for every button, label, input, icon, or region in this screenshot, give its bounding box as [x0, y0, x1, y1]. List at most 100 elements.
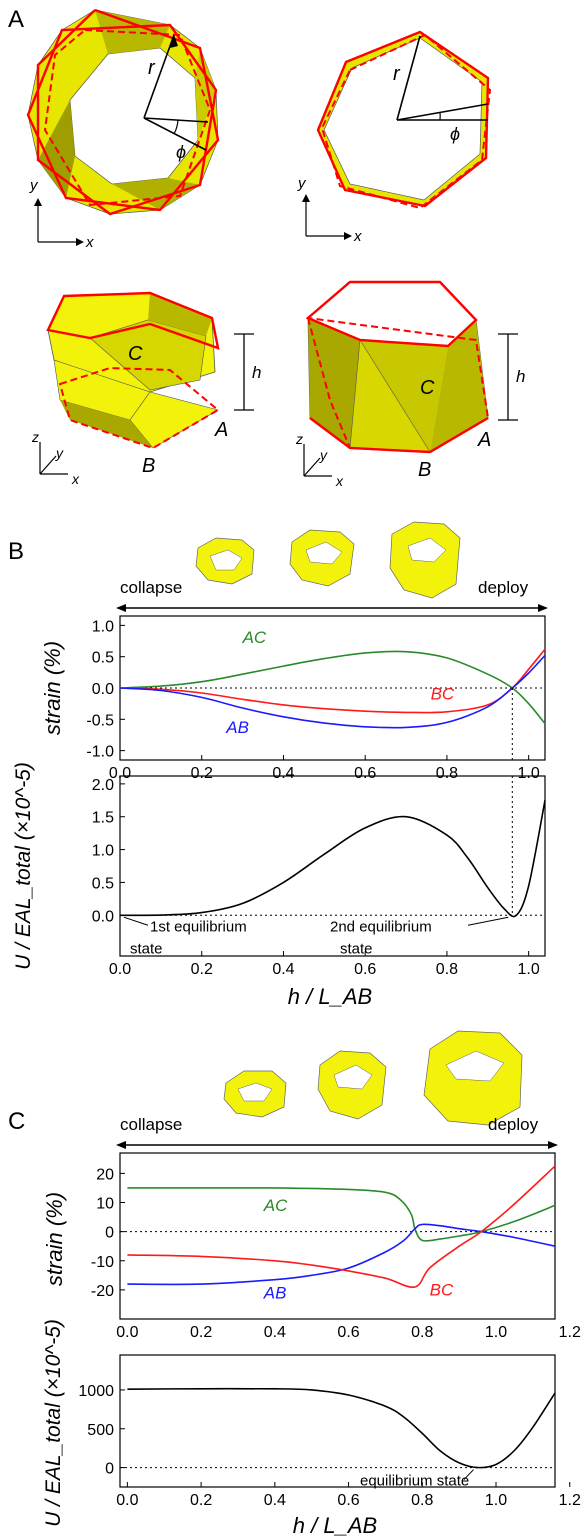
series-label-AC: AC	[263, 1196, 288, 1215]
vertex-c-label: C	[420, 377, 435, 399]
annotation-pointer	[123, 916, 149, 926]
vertex-b-label: B	[418, 459, 431, 481]
x-tick-label: 0.2	[191, 961, 213, 978]
x-tick-label: 0.8	[436, 765, 458, 782]
y-tick-label: 0.0	[92, 681, 114, 698]
x-tick-label: 1.0	[485, 1324, 507, 1341]
panel-b-letter: B	[8, 538, 25, 565]
axis-y-label: y	[319, 447, 328, 463]
x-tick-label: 1.2	[559, 1324, 581, 1341]
x-tick-label: 0.6	[337, 1324, 359, 1341]
prism-icon-collapsed	[223, 1070, 287, 1118]
x-tick-label: 0.4	[272, 765, 294, 782]
y-tick-label: 1.0	[92, 843, 114, 860]
collapse-label: collapse	[120, 578, 183, 597]
x-tick-label: 1.0	[518, 765, 540, 782]
radius-label: r	[148, 57, 156, 79]
x-tick-label: 0.8	[411, 1324, 433, 1341]
x-tick-label: 0.4	[264, 1324, 286, 1341]
series-line-AB	[127, 1223, 556, 1286]
prism-icon-collapsed	[195, 537, 255, 585]
series-label-AB: AB	[263, 1284, 287, 1303]
y-tick-label: 10	[96, 1196, 114, 1213]
annotation-pointer	[463, 1469, 474, 1480]
y-tick-label: 1.0	[92, 618, 114, 635]
axis-y-label: y	[55, 445, 64, 461]
y-tick-label: 1.5	[92, 810, 114, 827]
series-label-AB: AB	[225, 718, 249, 737]
panel-c-arrow	[116, 1141, 558, 1149]
annotation-pointer	[467, 916, 509, 926]
chart-b-strain: 1.0 0.5 0.0 -0.5 -1.0 0.0 0.2 0.4 0.6 0.8 1.0 strai…	[40, 615, 546, 782]
chart-c-energy: 1000 500 00.0 0.2 0.4 0.6 0.8 1.0 1.2 U / EAL_tot…	[42, 1319, 581, 1538]
x-tick-label: 0.8	[411, 1492, 433, 1509]
series-line-U	[119, 800, 546, 918]
radius-label: r	[393, 63, 401, 85]
x-tick-label: 1.2	[559, 1492, 581, 1509]
x-tick-label: 0.4	[272, 961, 294, 978]
plot-frame	[119, 1354, 556, 1488]
plot-frame	[119, 775, 546, 957]
deployed-hexagon-top-view: r ϕ y x	[297, 30, 492, 245]
y-axis-label: strain (%)	[40, 641, 65, 735]
y-axis-label: strain (%)	[42, 1192, 67, 1286]
x-tick-label: 0.2	[190, 1492, 212, 1509]
axis-x-label: x	[335, 473, 344, 489]
vertex-b-label: B	[142, 455, 155, 477]
x-tick-label: 0.0	[109, 765, 131, 782]
axis-y-label: y	[29, 177, 39, 194]
annotation-state: state	[130, 940, 163, 957]
x-axis-label: h / L_AB	[288, 984, 372, 1009]
annotation-equilibrium-state: equilibrium state	[360, 1473, 469, 1490]
height-label: h	[252, 363, 261, 382]
series-label-BC: BC	[431, 684, 455, 703]
panel-c-prism-icons	[223, 1030, 523, 1126]
x-tick-label: 0.0	[116, 1492, 138, 1509]
x-tick-label: 0.8	[436, 961, 458, 978]
y-axis-label-text: U / EAL_total (×10^-5)	[12, 762, 35, 970]
axis-x-label: x	[353, 228, 362, 245]
y-tick-label: 2.0	[92, 777, 114, 794]
y-tick-label: -0.5	[86, 712, 114, 729]
panel-b-prism-icons	[195, 521, 461, 599]
x-tick-label: 0.2	[190, 1324, 212, 1341]
y-tick-label: 0.5	[92, 875, 114, 892]
x-tick-label: 0.0	[109, 961, 131, 978]
y-tick-label: -20	[91, 1283, 114, 1300]
x-tick-label: 1.0	[485, 1492, 507, 1509]
panel-a-letter: A	[8, 6, 25, 33]
x-axis-label: h / L_AB	[293, 1513, 377, 1538]
y-tick-label: 0.0	[92, 908, 114, 925]
x-tick-label: 0.4	[264, 1492, 286, 1509]
prism-icon-mid	[289, 529, 355, 587]
plot-frame	[119, 1152, 556, 1320]
panel-b-arrow	[116, 604, 548, 612]
series-line-BC	[127, 1165, 556, 1289]
axis-x-label: x	[85, 234, 94, 251]
collapsed-ring-top-view: r ϕ y x	[26, 8, 220, 251]
series-label-BC: BC	[430, 1281, 454, 1300]
series-line-BC	[119, 648, 546, 714]
y-axis-label: U / EAL_total (×10^-5)	[12, 762, 35, 970]
y-tick-label: 500	[87, 1422, 114, 1439]
y-tick-label: -1.0	[86, 744, 114, 761]
y-tick-label: 0	[105, 1461, 114, 1478]
collapse-label: collapse	[120, 1115, 183, 1134]
y-axis-label: U / EAL_total (×10^-5)	[42, 1319, 65, 1527]
annotation-state: state	[340, 940, 373, 957]
y-tick-label: 0	[105, 1225, 114, 1242]
x-tick-label: 0.6	[337, 1492, 359, 1509]
x-tick-label: 0.6	[354, 961, 376, 978]
panel-c-letter: C	[8, 1108, 26, 1135]
series-label-AC: AC	[242, 628, 267, 647]
axis-y-label: y	[297, 175, 307, 192]
prism-icon-mid	[317, 1050, 387, 1120]
axis-z-label: z	[295, 431, 303, 447]
vertex-a-label: A	[214, 419, 228, 441]
axis-x-label: x	[71, 471, 80, 487]
y-tick-label: 1000	[78, 1383, 114, 1400]
deploy-label: deploy	[478, 578, 529, 597]
x-tick-label: 0.2	[191, 765, 213, 782]
vertex-a-label: A	[477, 429, 491, 451]
panel-a-figure: r ϕ y x r ϕ y x	[26, 8, 525, 489]
